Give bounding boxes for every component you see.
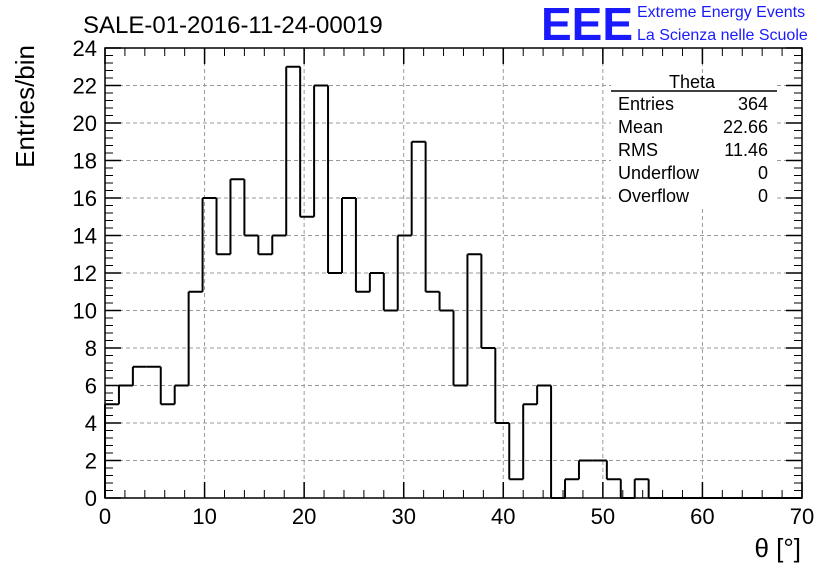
x-tick-label: 70 (790, 504, 814, 529)
stats-label-rms: RMS (618, 140, 658, 160)
y-tick-label: 24 (73, 36, 97, 61)
stats-label-entries: Entries (618, 94, 674, 114)
x-tick-label: 20 (292, 504, 316, 529)
y-axis-title: Entries/bin (10, 45, 40, 168)
y-tick-label: 20 (73, 111, 97, 136)
logo-line-1: Extreme Energy Events (637, 4, 805, 21)
y-tick-label: 8 (85, 336, 97, 361)
histogram-series (104, 65, 802, 499)
x-tick-label: 60 (690, 504, 714, 529)
x-tick-label: 30 (391, 504, 415, 529)
stats-box-background (611, 78, 777, 206)
logo-mark: EEE (541, 0, 633, 50)
y-tick-label: 22 (73, 74, 97, 99)
stats-box: Theta Entries 364 Mean 22.66 RMS 11.46 U… (611, 72, 777, 206)
stats-value-overflow: 0 (758, 186, 768, 206)
y-tick-label: 6 (85, 374, 97, 399)
x-axis-title: θ [°] (754, 533, 801, 563)
logo-line-2: La Scienza nelle Scuole (637, 27, 808, 44)
stats-box-title: Theta (669, 72, 716, 92)
stats-value-entries: 364 (738, 94, 768, 114)
y-tick-label: 12 (73, 261, 97, 286)
x-tick-label: 40 (491, 504, 515, 529)
eee-logo: EEE Extreme Energy Events La Scienza nel… (541, 0, 808, 50)
y-tick-label: 16 (73, 186, 97, 211)
stats-label-underflow: Underflow (618, 163, 700, 183)
stats-value-mean: 22.66 (723, 117, 768, 137)
x-tick-label: 50 (591, 504, 615, 529)
axis-ticks (104, 47, 803, 499)
y-tick-label: 14 (73, 224, 97, 249)
y-tick-label: 4 (85, 411, 97, 436)
y-tick-label: 18 (73, 149, 97, 174)
chart-title: SALE-01-2016-11-24-00019 (83, 12, 383, 39)
stats-label-mean: Mean (618, 117, 663, 137)
stats-label-overflow: Overflow (618, 186, 690, 206)
y-tick-label: 0 (85, 486, 97, 511)
stats-value-rms: 11.46 (724, 140, 768, 160)
y-tick-label: 2 (85, 449, 97, 474)
x-tick-label: 0 (99, 504, 111, 529)
y-tick-label: 10 (73, 299, 97, 324)
stats-value-underflow: 0 (758, 163, 768, 183)
x-tick-label: 10 (192, 504, 216, 529)
